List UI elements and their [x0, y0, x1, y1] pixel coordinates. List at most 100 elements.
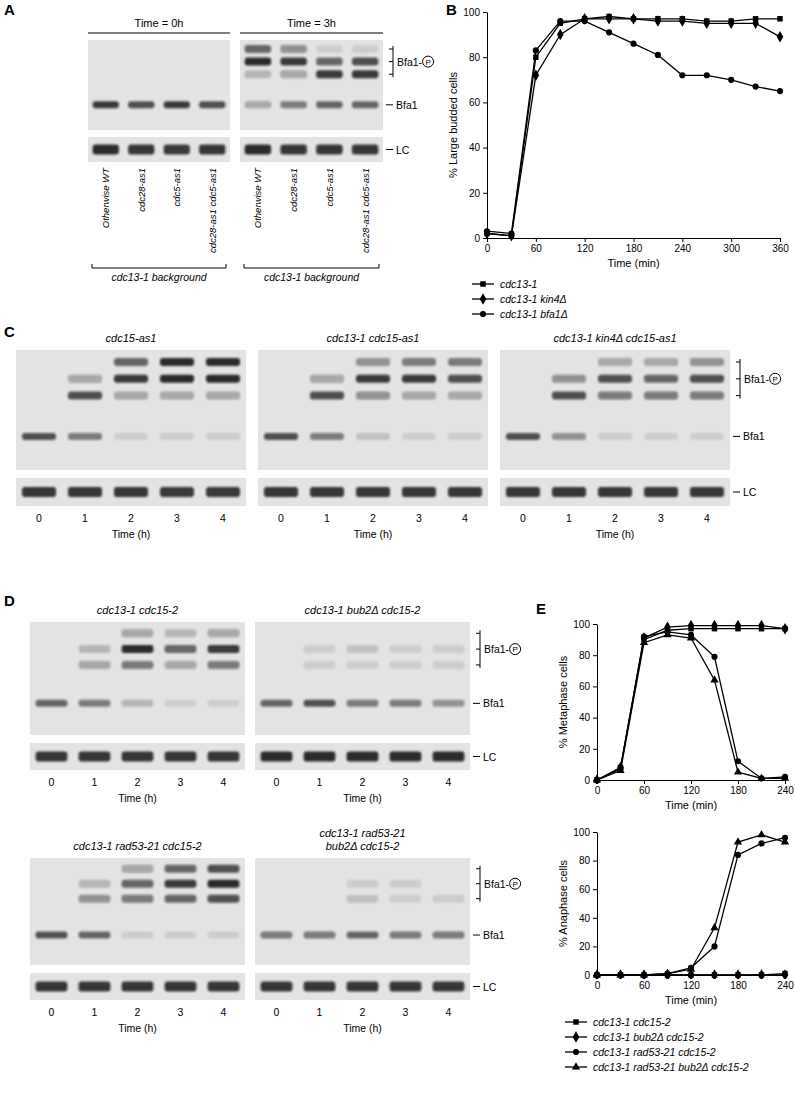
band-bfa1-p [433, 661, 465, 669]
blot: cdc13-1 kin4Δ cdc15-as101234Time (h) [500, 332, 730, 540]
band-bfa1-p [506, 375, 540, 383]
band-bfa1 [310, 433, 344, 440]
band-bfa1-p [36, 865, 68, 873]
marker [735, 969, 742, 979]
band-bfa1-p [390, 661, 422, 669]
band-bfa1-p [552, 392, 586, 400]
tick-label: 60 [469, 97, 481, 108]
band-bfa1-p [165, 645, 197, 653]
band-bfa1 [644, 433, 678, 440]
band-bfa1 [261, 932, 293, 939]
marker [593, 970, 601, 977]
panel-label: E [536, 600, 546, 617]
marker [508, 230, 515, 241]
x-label: Time (h) [354, 528, 393, 540]
marker [777, 31, 784, 42]
band-lc [160, 487, 194, 497]
band-bfa1-p [36, 661, 68, 669]
series-line [487, 19, 780, 236]
band-bfa1 [433, 700, 465, 707]
marker [630, 13, 637, 24]
band-bfa1-p [390, 865, 422, 873]
band-lc [128, 145, 154, 155]
band-lc [304, 752, 336, 762]
axis-line [487, 13, 488, 239]
loading-background [16, 478, 246, 506]
legend-marker [480, 281, 485, 286]
bands [261, 629, 465, 761]
x-label: Time (h) [596, 528, 635, 540]
blot-title: cdc15-as1 [106, 332, 157, 344]
band-bfa1-p [264, 375, 298, 383]
series-line [597, 835, 785, 975]
plot-area [593, 620, 789, 784]
band-bfa1-p [310, 392, 344, 400]
tick: 180 [730, 780, 747, 796]
band-lc [122, 752, 154, 762]
lane-label: 4 [446, 776, 452, 788]
lane-label: Otherwise WT [252, 167, 263, 228]
caption: cdc13-1 background [111, 271, 207, 283]
band-lc [22, 487, 56, 497]
marker [781, 837, 789, 844]
caption-bracket [244, 264, 379, 268]
tick: 40 [579, 913, 597, 924]
x-axis-title: Time (min) [665, 799, 717, 811]
band-bfa1-p [122, 645, 154, 653]
band-bfa1-p [352, 58, 378, 66]
band-bfa1-p [402, 358, 436, 366]
marker [782, 969, 789, 979]
band-bfa1-p [280, 70, 306, 78]
bands [36, 865, 240, 992]
line-chart: 060120180240020406080100Time (min)% Anap… [557, 827, 794, 1073]
band-bfa1-p [160, 392, 194, 400]
band-bfa1-p [304, 645, 336, 653]
x-label: Time (h) [112, 528, 151, 540]
tick-label: 80 [579, 855, 591, 866]
bands [22, 358, 240, 497]
band-lc [261, 752, 293, 762]
marker [728, 18, 735, 29]
band-bfa1-p [36, 895, 68, 903]
tick-mark [536, 238, 537, 242]
band-bfa1 [347, 700, 379, 707]
marker-label: LC [483, 751, 497, 763]
tick-mark [483, 12, 487, 13]
series-line [487, 17, 780, 236]
band-bfa1-p [164, 45, 190, 53]
band-bfa1-p [598, 392, 632, 400]
tick: 60 [639, 780, 651, 796]
marker-label: Bfa1 [396, 99, 418, 111]
loading-background [240, 137, 383, 162]
marker-label: Bfa1- [484, 643, 510, 655]
marker [704, 72, 710, 78]
lane-label: 0 [49, 1006, 55, 1018]
tick-label: 80 [469, 52, 481, 63]
tick: 40 [579, 712, 597, 723]
blot-background [255, 858, 470, 965]
band-bfa1 [352, 101, 378, 108]
y-axis-title: % Anaphase cells [557, 860, 569, 947]
lane-label: 3 [416, 512, 422, 524]
band-bfa1-p [122, 880, 154, 888]
band-bfa1-p [433, 865, 465, 873]
band-bfa1-p [208, 880, 240, 888]
marker-dash [386, 104, 393, 105]
tick-mark [691, 780, 692, 784]
tick: 60 [579, 681, 597, 692]
tick-label: 60 [639, 980, 651, 991]
band-lc [390, 982, 422, 992]
band-bfa1 [165, 932, 197, 939]
band-bfa1 [261, 700, 293, 707]
band-bfa1 [165, 700, 197, 707]
loading-background [30, 973, 245, 1000]
band-bfa1-p [264, 392, 298, 400]
tick-label: 20 [579, 744, 591, 755]
blot-title: cdc13-1 kin4Δ cdc15-as1 [553, 332, 676, 344]
marker [735, 620, 742, 631]
panel-label: C [4, 323, 15, 340]
band-bfa1 [79, 700, 111, 707]
marker [640, 638, 648, 645]
band-bfa1-p [690, 375, 724, 383]
band-bfa1-p [433, 629, 465, 637]
